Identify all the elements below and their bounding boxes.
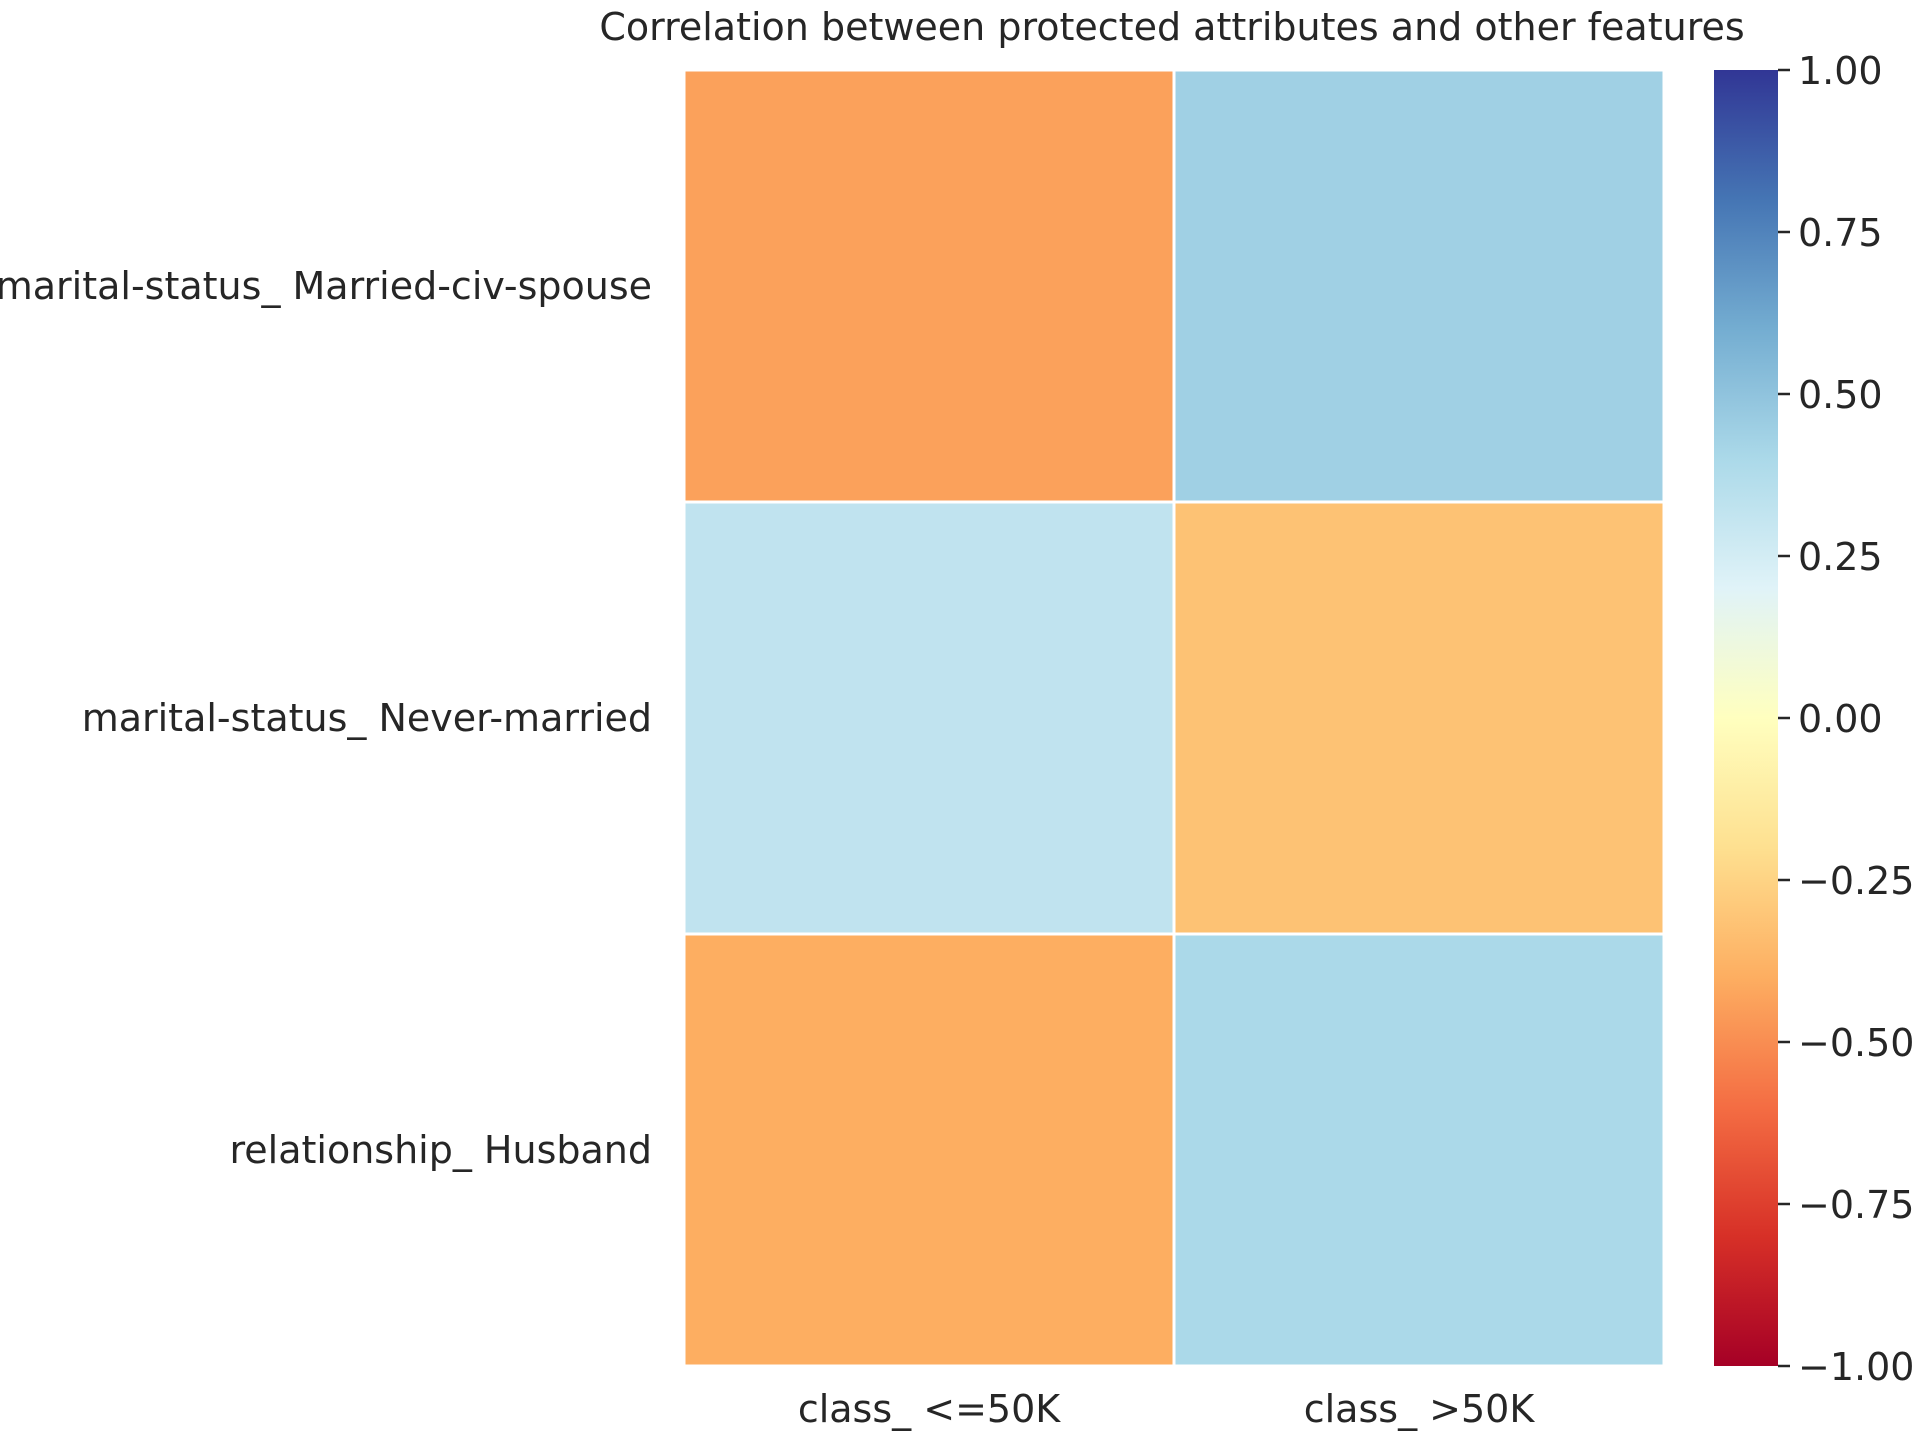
colorbar-ticks: 1.00 0.75 0.50 0.25 0.00 −0.25 −0.50 −0.75 −1.00 (1778, 49, 1914, 1389)
chart-title: Correlation between protected attributes… (599, 5, 1744, 49)
heatmap-cell-r2-c0 (682, 932, 1176, 1368)
heatmap-cells (682, 68, 1666, 1368)
y-tick-label-marital-status-married-civ-spouse: marital-status_ Married-civ-spouse (0, 264, 652, 308)
x-tick-label-class-50k: class_ <=50K (798, 1387, 1061, 1431)
colorbar-tick-label-4: 0.00 (1798, 697, 1883, 741)
heatmap-cell-r1-c1 (1172, 500, 1666, 936)
colorbar-tick-label-0: 1.00 (1798, 49, 1883, 93)
x-axis-labels: class_ <=50K class_ >50K (798, 1387, 1536, 1431)
colorbar-tick-label-1: 0.75 (1798, 211, 1883, 255)
colorbar-tick-label-2: 0.50 (1798, 373, 1883, 417)
x-tick-label-class-50k: class_ >50K (1304, 1387, 1536, 1431)
colorbar-tick-label-6: −0.50 (1798, 1021, 1914, 1065)
y-axis-labels: marital-status_ Married-civ-spouse marita… (0, 264, 652, 1172)
colorbar-tick-label-7: −0.75 (1798, 1183, 1914, 1227)
heatmap-cell-r0-c0 (682, 68, 1176, 504)
colorbar-tick-label-3: 0.25 (1798, 535, 1883, 579)
colorbar-tick-label-8: −1.00 (1798, 1345, 1914, 1389)
y-tick-label-marital-status-never-married: marital-status_ Never-married (82, 696, 652, 740)
heatmap-cell-r0-c1 (1172, 68, 1666, 504)
heatmap-cell-r2-c1 (1172, 932, 1666, 1368)
y-tick-label-relationship-husband: relationship_ Husband (229, 1128, 652, 1172)
heatmap-cell-r1-c0 (682, 500, 1176, 936)
colorbar-tick-label-5: −0.25 (1798, 859, 1914, 903)
colorbar (1714, 70, 1778, 1366)
